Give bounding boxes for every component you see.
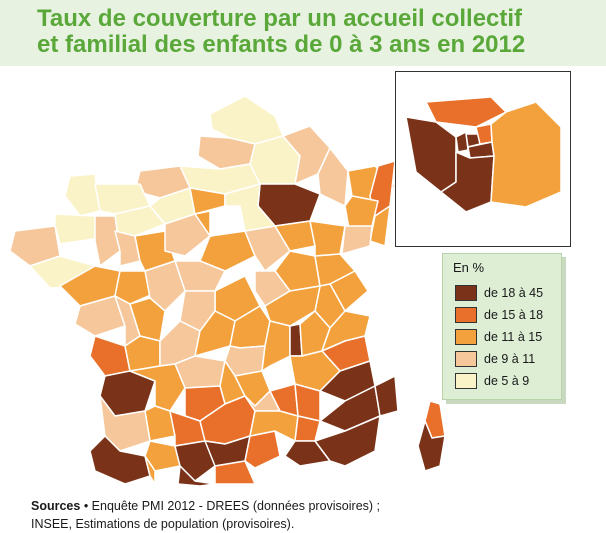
department-var xyxy=(314,415,381,467)
legend-label: de 15 à 18 xyxy=(484,308,544,322)
department-dordogne xyxy=(129,363,186,412)
title-band: Taux de couverture par un accueil collec… xyxy=(0,0,606,66)
legend-title: En % xyxy=(453,260,485,275)
department-aude xyxy=(214,460,256,485)
department-herault xyxy=(244,430,281,469)
department-pyrenees-atlantiques xyxy=(89,435,151,485)
sources-text-2: INSEE, Estimations de population (provis… xyxy=(31,517,295,531)
legend-item-18-45: de 18 à 45 xyxy=(455,284,543,302)
sources-bullet: • xyxy=(80,499,92,513)
inset-val-d-oise xyxy=(425,96,507,128)
legend-item-9-11: de 9 à 11 xyxy=(455,350,535,368)
department-indre-et-loire xyxy=(144,260,186,312)
inset-yvelines xyxy=(405,116,457,193)
department-ille-et-vilaine xyxy=(94,215,121,267)
map-title-line-1: Taux de couverture par un accueil collec… xyxy=(37,5,523,32)
france-map xyxy=(9,95,446,486)
legend-label: de 11 à 15 xyxy=(484,330,543,344)
department-charente-maritime xyxy=(89,335,131,377)
department-vienne xyxy=(129,297,166,342)
legend-swatch xyxy=(455,307,477,323)
legend-label: de 9 à 11 xyxy=(484,352,536,366)
department-eure-et-loir xyxy=(164,213,211,257)
department-corse-du-sud xyxy=(417,420,446,472)
ile-de-france-inset xyxy=(395,71,571,247)
department-seine-et-marne xyxy=(224,183,276,232)
department-essonne xyxy=(209,205,246,237)
legend-label: de 5 à 9 xyxy=(484,374,530,388)
department-hautes-alpes xyxy=(319,360,376,402)
map-title-line-2: et familial des enfants de 0 à 3 ans en … xyxy=(37,31,526,58)
department-meuse xyxy=(317,147,349,207)
department-manche xyxy=(64,173,101,217)
legend-item-11-15: de 11 à 15 xyxy=(455,328,542,346)
inset-essonne xyxy=(440,151,495,213)
sources-label: Sources xyxy=(31,499,81,513)
legend-label: de 18 à 45 xyxy=(484,286,544,300)
sources-note: Sources • Enquête PMI 2012 - DREES (donn… xyxy=(31,497,380,533)
sources-text-1: Enquête PMI 2012 - DREES (données provis… xyxy=(91,499,381,513)
department-hautes-pyrenees xyxy=(144,455,156,485)
department-vaucluse xyxy=(294,415,321,442)
sources-line-1: Sources • Enquête PMI 2012 - DREES (donn… xyxy=(31,497,380,515)
department-cotes-armor xyxy=(54,213,101,245)
legend-item-5-9: de 5 à 9 xyxy=(455,372,529,390)
legend-swatch xyxy=(455,329,477,345)
inset-seine-et-marne xyxy=(490,101,562,208)
department-vosges xyxy=(341,225,373,255)
department-haute-marne xyxy=(309,220,346,257)
legend-swatch xyxy=(455,351,477,367)
map-legend: En % de 18 à 45 de 15 à 18 de 11 à 15 de… xyxy=(442,253,562,400)
legend-item-15-18: de 15 à 18 xyxy=(455,306,543,324)
department-gers xyxy=(144,440,181,472)
legend-swatch xyxy=(455,285,477,301)
department-mayenne xyxy=(114,230,141,267)
department-ariege xyxy=(177,465,216,486)
department-vendee xyxy=(74,295,126,337)
legend-swatch xyxy=(455,373,477,389)
department-alpes-maritimes xyxy=(374,375,399,417)
ile-de-france-map xyxy=(405,96,562,213)
